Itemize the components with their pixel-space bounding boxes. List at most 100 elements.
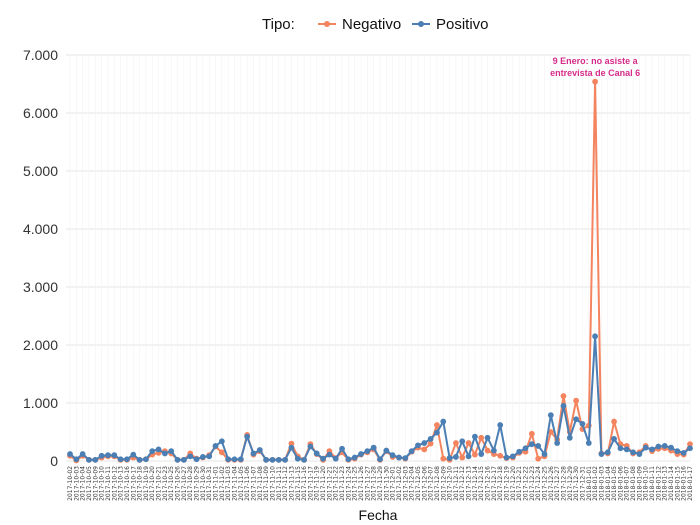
data-point xyxy=(490,447,497,454)
data-point xyxy=(199,454,206,460)
data-point xyxy=(345,456,352,463)
data-point xyxy=(541,451,548,457)
y-tick-label: 4.000 xyxy=(23,221,58,237)
data-point xyxy=(440,455,447,462)
y-tick-label: 1.000 xyxy=(23,395,58,411)
data-point xyxy=(288,444,295,451)
x-tick-label: 2017-12-24 xyxy=(535,466,542,501)
x-tick-label: 2017-12-03 xyxy=(402,466,409,501)
x-tick-label: 2017-10-11 xyxy=(105,466,112,501)
data-point xyxy=(592,333,599,340)
data-point xyxy=(585,440,592,446)
x-tick-label: 2018-01-16 xyxy=(681,466,688,501)
x-tick-label: 2018-01-04 xyxy=(605,466,612,501)
x-axis-label: Fecha xyxy=(359,507,398,523)
x-tick-label: 2017-11-25 xyxy=(352,466,359,501)
x-tick-label: 2017-12-05 xyxy=(415,466,422,501)
x-tick-label: 2017-10-12 xyxy=(111,466,118,501)
data-point xyxy=(484,434,491,441)
series-positivo xyxy=(67,333,693,463)
data-point xyxy=(79,451,86,457)
data-point xyxy=(611,418,617,425)
data-point xyxy=(136,456,143,463)
data-point xyxy=(143,456,149,463)
data-point xyxy=(92,456,99,463)
x-tick-label: 2017-11-22 xyxy=(333,466,340,501)
x-tick-label: 2018-01-06 xyxy=(617,466,624,501)
data-point xyxy=(427,436,434,442)
x-tick-label: 2017-10-16 xyxy=(124,466,131,501)
data-point xyxy=(535,443,542,449)
x-tick-label: 2017-12-27 xyxy=(554,466,561,501)
x-tick-label: 2017-12-09 xyxy=(440,466,447,501)
x-tick-label: 2017-11-30 xyxy=(383,466,390,501)
data-point xyxy=(566,434,573,441)
data-point xyxy=(497,422,504,428)
x-tick-label: 2017-12-17 xyxy=(491,466,498,501)
data-point xyxy=(528,430,535,437)
x-tick-label: 2017-10-19 xyxy=(143,466,150,501)
data-point xyxy=(453,454,459,460)
data-point xyxy=(415,442,421,449)
x-tick-label: 2017-12-30 xyxy=(573,466,580,501)
y-tick-label: 0 xyxy=(50,453,58,469)
data-point xyxy=(687,445,693,452)
x-tick-label: 2017-12-16 xyxy=(485,466,492,501)
x-tick-label: 2018-01-15 xyxy=(674,466,681,501)
data-point xyxy=(478,434,485,441)
x-tick-label: 2017-10-17 xyxy=(130,466,137,501)
data-point xyxy=(73,456,80,463)
x-tick-label: 2017-12-08 xyxy=(434,466,441,501)
x-tick-label: 2017-10-26 xyxy=(175,466,182,501)
data-point xyxy=(193,456,200,463)
data-point xyxy=(98,452,105,459)
x-tick-label: 2017-12-13 xyxy=(466,466,473,501)
x-tick-label: 2017-11-08 xyxy=(257,466,264,501)
x-tick-label: 2017-10-27 xyxy=(181,466,188,501)
data-point xyxy=(307,443,314,450)
data-point xyxy=(617,445,624,452)
x-tick-label: 2017-11-23 xyxy=(339,466,346,501)
legend: Tipo: Negativo Positivo xyxy=(262,16,489,33)
x-tick-label: 2018-01-17 xyxy=(687,466,694,501)
x-tick-label: 2017-11-03 xyxy=(225,466,232,501)
x-tick-label: 2017-10-03 xyxy=(73,466,80,501)
x-tick-label: 2018-01-11 xyxy=(649,466,656,501)
data-point xyxy=(471,451,478,458)
legend-swatch-marker xyxy=(418,21,424,27)
data-point xyxy=(231,456,238,463)
data-point xyxy=(509,453,516,460)
x-tick-label: 2018-01-12 xyxy=(655,466,662,501)
x-tick-label: 2018-01-07 xyxy=(624,466,631,501)
x-tick-label: 2017-12-07 xyxy=(428,466,435,501)
data-point xyxy=(471,433,478,440)
x-tick-label: 2017-11-29 xyxy=(377,466,384,501)
data-point xyxy=(592,78,599,85)
x-tick-label: 2017-12-28 xyxy=(560,466,567,501)
data-point xyxy=(256,447,263,453)
x-tick-label: 2017-11-02 xyxy=(219,466,226,501)
x-tick-label: 2017-11-24 xyxy=(345,466,352,501)
data-point xyxy=(237,456,244,463)
x-tick-label: 2017-10-18 xyxy=(137,466,144,501)
x-tick-label: 2017-11-04 xyxy=(231,466,238,501)
data-point xyxy=(301,456,307,463)
data-point xyxy=(604,449,611,456)
data-point xyxy=(636,451,643,457)
annotation-line: 9 Enero: no asiste a xyxy=(553,56,639,66)
data-point xyxy=(560,393,567,399)
legend-title: Tipo: xyxy=(262,16,295,33)
x-tick-label: 2018-01-13 xyxy=(662,466,669,501)
data-point xyxy=(421,440,428,446)
legend-label: Negativo xyxy=(342,16,401,33)
x-tick-label: 2017-11-16 xyxy=(301,466,308,501)
data-point xyxy=(377,456,383,463)
x-tick-label: 2017-10-23 xyxy=(162,466,169,501)
data-point xyxy=(339,445,345,452)
x-tick-label: 2017-12-14 xyxy=(472,466,479,501)
data-point xyxy=(396,454,402,461)
data-point xyxy=(459,438,466,445)
data-point xyxy=(408,448,415,455)
x-tick-label: 2017-10-30 xyxy=(200,466,207,501)
x-tick-label: 2017-10-05 xyxy=(86,466,93,501)
